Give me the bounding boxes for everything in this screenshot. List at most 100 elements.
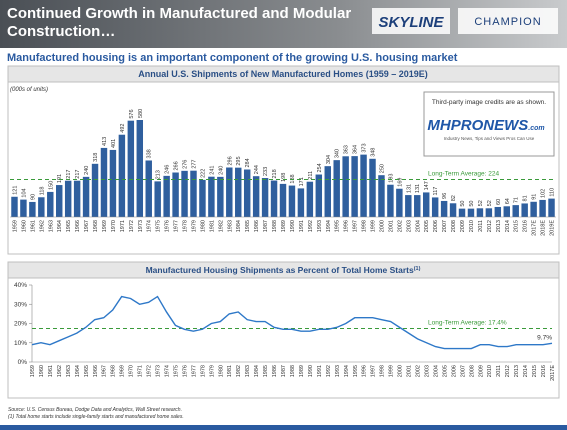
bar	[548, 198, 555, 217]
value-label: 131	[415, 184, 421, 193]
x-tick-label: 2016	[523, 220, 529, 232]
header-title: Construction…	[7, 23, 115, 40]
bar	[47, 191, 54, 217]
x-tick-label: 1996	[362, 365, 368, 377]
x-tick-label: 1969	[102, 220, 108, 232]
bar	[333, 160, 340, 217]
x-tick-label: 1982	[236, 365, 242, 377]
x-tick-label: 1983	[227, 220, 233, 232]
average-label: Long-Term Average: 224	[428, 171, 499, 178]
value-label: 171	[299, 177, 305, 186]
subtitle: Manufactured housing is an important com…	[7, 52, 458, 64]
value-label: 188	[290, 174, 296, 183]
x-tick-label: 1986	[272, 365, 278, 377]
x-tick-label: 1997	[353, 220, 359, 232]
value-label: 60	[496, 199, 502, 205]
chart-title-text: Manufactured Housing Shipments as Percen…	[146, 265, 414, 275]
x-tick-label: 1993	[335, 365, 341, 377]
x-tick-label: 1971	[138, 365, 144, 377]
value-label: 277	[191, 159, 197, 168]
chart-title: Annual U.S. Shipments of New Manufacture…	[138, 69, 428, 79]
bar	[297, 188, 305, 217]
bar	[440, 200, 448, 217]
x-tick-label: 1974	[164, 365, 170, 377]
x-tick-label: 1978	[183, 220, 189, 232]
value-label: 147	[424, 181, 430, 190]
average-label: Long-Term Average: 17.4%	[428, 320, 507, 327]
bar	[539, 199, 546, 217]
bar	[235, 167, 242, 217]
x-tick-label: 1963	[48, 220, 54, 232]
value-label: 104	[21, 188, 27, 197]
bar	[485, 208, 493, 217]
x-tick-label: 2012	[505, 365, 511, 377]
x-tick-label: 1997	[371, 365, 377, 377]
x-tick-label: 2001	[388, 220, 394, 232]
x-tick-label: 1979	[191, 220, 197, 232]
x-tick-label: 1963	[66, 365, 72, 377]
x-tick-label: 1984	[236, 220, 242, 232]
x-tick-label: 1960	[39, 365, 45, 377]
x-tick-label: 1981	[227, 365, 233, 377]
value-label: 71	[514, 197, 520, 203]
x-tick-label: 1974	[147, 220, 153, 232]
line-series	[31, 295, 553, 350]
x-tick-label: 2000	[379, 220, 385, 232]
bar	[378, 175, 385, 217]
bar	[261, 178, 269, 217]
x-tick-label: 2007	[442, 220, 448, 232]
x-tick-label: 2011	[496, 365, 502, 377]
bar	[521, 203, 528, 217]
x-tick-label: 2010	[487, 365, 493, 377]
x-tick-label: 1980	[218, 365, 224, 377]
x-tick-label: 1962	[39, 220, 45, 232]
value-label: 340	[335, 149, 341, 158]
bar	[270, 180, 278, 217]
credit-tagline: Industry News, Tips and Views Pros Can U…	[444, 136, 535, 141]
value-label: 191	[57, 174, 63, 183]
x-tick-label: 1987	[281, 365, 287, 377]
y-tick-label: 20%	[14, 321, 27, 328]
x-tick-label: 1978	[200, 365, 206, 377]
logo-box	[372, 8, 450, 34]
x-tick-label: 1973	[138, 220, 144, 232]
bar	[396, 188, 403, 217]
x-tick-label: 1995	[335, 220, 341, 232]
x-tick-label: 2005	[424, 220, 430, 232]
value-label: 580	[138, 109, 144, 118]
bar	[243, 169, 251, 217]
x-tick-label: 1990	[308, 365, 314, 377]
bar	[73, 180, 81, 217]
bar	[369, 158, 376, 217]
bar	[163, 175, 170, 217]
x-tick-label: 2002	[416, 365, 422, 377]
value-label: 295	[236, 156, 242, 165]
x-tick-label: 1991	[317, 365, 323, 377]
x-tick-label: 1968	[93, 220, 99, 232]
x-tick-label: 1959	[30, 365, 36, 377]
value-label: 110	[550, 188, 556, 197]
x-tick-label: 1970	[129, 365, 135, 377]
x-tick-label: 1984	[254, 365, 260, 377]
value-label: 102	[541, 189, 547, 198]
y-tick-label: 10%	[14, 340, 27, 347]
x-tick-label: 2003	[424, 365, 430, 377]
x-tick-label: 2008	[469, 365, 475, 377]
x-tick-label: 1972	[129, 220, 135, 232]
bar	[422, 192, 430, 217]
value-label: 118	[39, 186, 45, 195]
value-label: 82	[451, 195, 457, 201]
x-tick-label: 1990	[290, 220, 296, 232]
x-tick-label: 1967	[102, 365, 108, 377]
x-tick-label: 1960	[21, 220, 27, 232]
credit-logo-suffix: .com	[528, 125, 544, 132]
footer-bar	[0, 425, 567, 430]
x-tick-label: 1982	[218, 220, 224, 232]
x-tick-label: 1996	[344, 220, 350, 232]
x-tick-label: 1989	[281, 220, 287, 232]
value-label: 50	[469, 201, 475, 207]
bar	[449, 203, 457, 217]
x-tick-label: 1980	[200, 220, 206, 232]
bar	[11, 196, 18, 217]
bar	[503, 206, 510, 217]
